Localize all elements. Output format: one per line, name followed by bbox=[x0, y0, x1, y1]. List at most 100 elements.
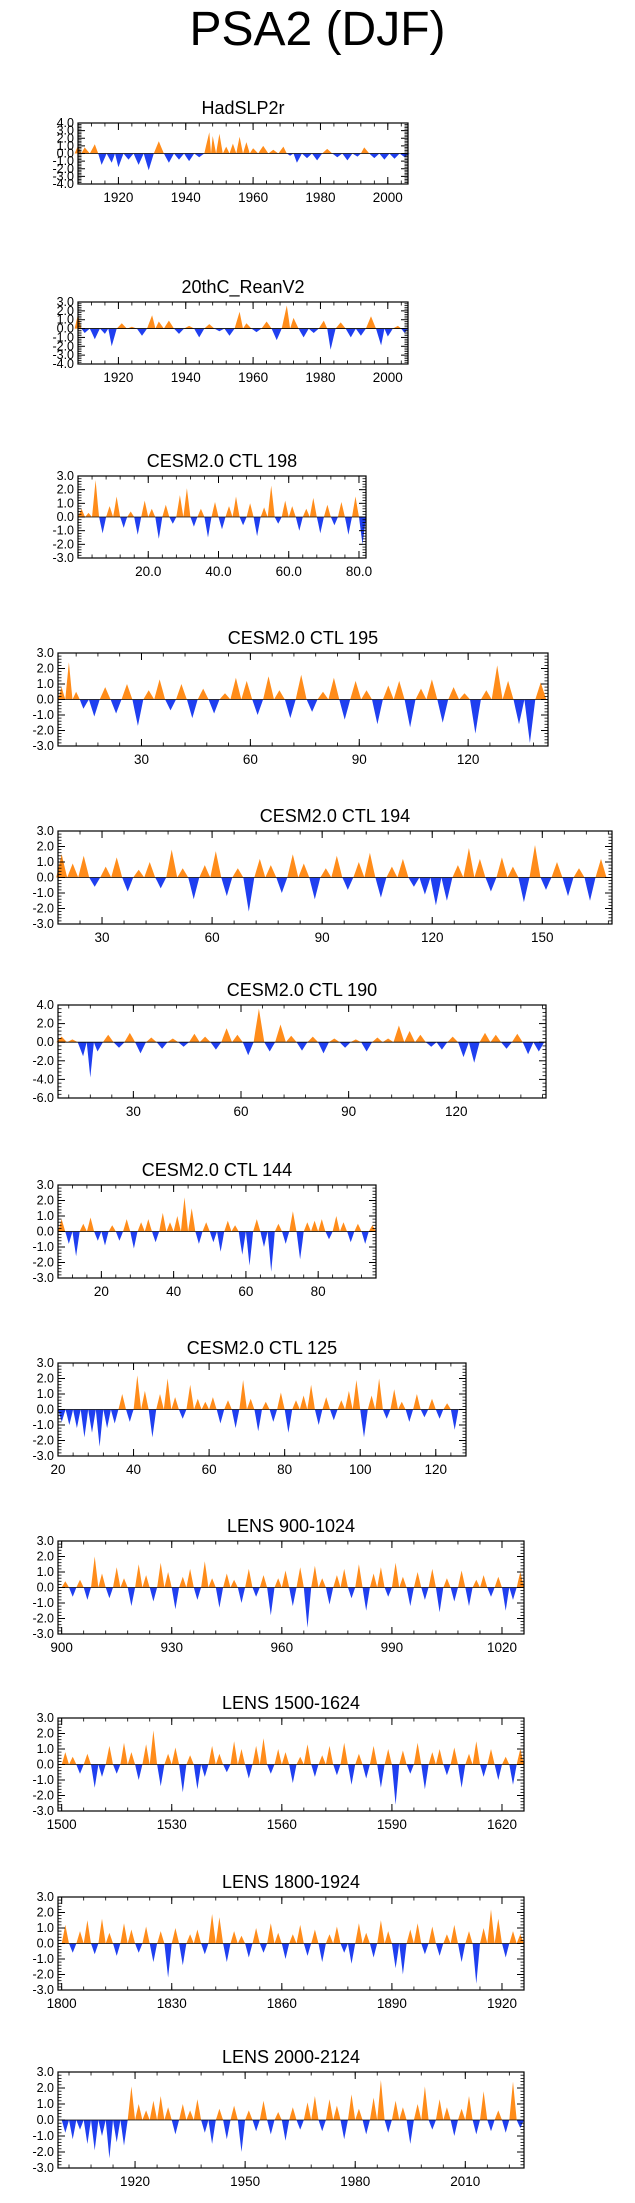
panel-8-ytick-label: -2.0 bbox=[32, 1434, 54, 1448]
panel-5-point bbox=[584, 877, 596, 901]
panel-7-point bbox=[368, 1225, 376, 1232]
panel-6-point bbox=[67, 1039, 78, 1043]
panel-7-point bbox=[231, 1225, 239, 1232]
panel-2-point bbox=[376, 328, 385, 346]
panel-9-point bbox=[303, 1587, 312, 1628]
panel-10-point bbox=[435, 1749, 444, 1765]
panel-1-point bbox=[369, 153, 380, 159]
panel-8-point bbox=[428, 1398, 436, 1410]
panel-12-point bbox=[208, 2120, 216, 2144]
panel-5-xtick-label: 120 bbox=[421, 930, 444, 945]
panel-12-xtick-label: 1920 bbox=[120, 2174, 150, 2189]
panel-5-point bbox=[441, 877, 453, 901]
panel-9-point bbox=[274, 1578, 282, 1588]
panel-12-point bbox=[494, 2110, 502, 2120]
panel-6-ytick-label: -4.0 bbox=[32, 1072, 54, 1086]
panel-3-point bbox=[337, 502, 345, 517]
panel-5-ytick-label: 2.0 bbox=[37, 840, 54, 854]
panel-12-point bbox=[303, 2102, 312, 2120]
panel-9-point bbox=[208, 1578, 216, 1588]
figure-title: PSA2 (DJF) bbox=[189, 3, 446, 56]
panel-4-xtick-label: 60 bbox=[243, 752, 258, 767]
panel-10-point bbox=[149, 1730, 158, 1765]
panel-10-point bbox=[274, 1749, 282, 1765]
panel-2-ytick-label: 0.0 bbox=[57, 322, 74, 336]
panel-8-point bbox=[299, 1395, 308, 1410]
panel-10-point bbox=[502, 1756, 510, 1765]
panel-10-point bbox=[91, 1764, 99, 1788]
panel-9-point bbox=[171, 1587, 180, 1610]
panel-8-xtick-label: 100 bbox=[349, 1462, 372, 1477]
panel-2-ytick-label: 1.0 bbox=[57, 313, 74, 327]
panel-9-point bbox=[487, 1587, 495, 1597]
panel-11-ytick-label: 2.0 bbox=[37, 1906, 54, 1920]
panel-11-point bbox=[355, 1923, 363, 1944]
panel-6-point bbox=[124, 1032, 136, 1043]
panel-11-point bbox=[259, 1943, 268, 1953]
panel-12-ytick-label: 2.0 bbox=[37, 2081, 54, 2095]
panel-12-point bbox=[230, 2105, 238, 2120]
panel-3: CESM2.0 CTL 198 3.02.01.00.0-1.0-2.0-3.0 2… bbox=[52, 451, 372, 579]
panel-4-point bbox=[372, 699, 383, 725]
panel-2-title: 20thC_ReanV2 bbox=[181, 277, 304, 298]
panel-12-point bbox=[69, 2120, 77, 2140]
panel-10-xtick-label: 1590 bbox=[377, 1817, 407, 1832]
panel-8-ytick-label: 0.0 bbox=[37, 1403, 54, 1417]
panel-6-point bbox=[533, 1042, 545, 1052]
panel-4: CESM2.0 CTL 195 3.0 2.01.0 0.0-1.0 -2.0-3.0 3… bbox=[32, 628, 549, 767]
panel-10-point bbox=[296, 1756, 304, 1765]
panel-12-point bbox=[458, 2108, 466, 2120]
panel-6: CESM2.0 CTL 190 4.0 2.0 0.0 -2.0 -4.0 -6.0 30 60… bbox=[32, 980, 547, 1119]
panel-10-point bbox=[171, 1747, 180, 1765]
panel-5-point bbox=[100, 866, 112, 878]
panel-7-ytick-label: 1.0 bbox=[37, 1209, 54, 1223]
panel-3-point bbox=[352, 496, 359, 517]
panel-3-xtick-label: 40.0 bbox=[205, 564, 231, 579]
panel-3-point bbox=[176, 495, 184, 517]
panel-11-ytick-label: -1.0 bbox=[32, 1952, 54, 1966]
panel-3-point bbox=[253, 517, 261, 537]
panel-8-point bbox=[307, 1384, 315, 1410]
panel-4-xtick-label: 30 bbox=[134, 752, 149, 767]
panel-4-ytick-label: -3.0 bbox=[32, 739, 54, 753]
panel-6-point bbox=[490, 1034, 502, 1043]
panel-10-point bbox=[347, 1764, 356, 1785]
panel-2-point bbox=[147, 315, 156, 329]
panel-2-point bbox=[318, 320, 328, 329]
panel-6-point bbox=[393, 1025, 405, 1043]
panel-5-point bbox=[386, 866, 398, 878]
panel-2-ytick-label: -3.0 bbox=[52, 348, 74, 362]
panel-6-point bbox=[339, 1042, 351, 1048]
panel-3-point bbox=[78, 508, 85, 517]
panel-12-point bbox=[480, 2091, 488, 2120]
panel-10-xtick-label: 1530 bbox=[157, 1817, 187, 1832]
panel-10-point bbox=[487, 1749, 495, 1765]
panel-12-ytick-label: -3.0 bbox=[32, 2161, 54, 2175]
panel-1-point bbox=[106, 153, 115, 163]
panel-1-point bbox=[133, 153, 144, 165]
panel-11-title: LENS 1800-1924 bbox=[222, 1872, 360, 1892]
panel-4-point bbox=[415, 688, 427, 700]
panel-5-point bbox=[397, 858, 409, 878]
panel-8-point bbox=[330, 1409, 338, 1421]
panel-4-point bbox=[230, 677, 242, 700]
panel-9-point bbox=[281, 1570, 290, 1588]
panel-1-point bbox=[389, 153, 400, 159]
panel-10-point bbox=[494, 1764, 502, 1780]
panel-4-title: CESM2.0 CTL 195 bbox=[228, 628, 378, 648]
panel-11-point bbox=[296, 1924, 304, 1944]
panel-11-point bbox=[201, 1943, 209, 1955]
panel-10-ytick-label: -2.0 bbox=[32, 1789, 54, 1803]
panel-11-point bbox=[318, 1943, 326, 1963]
panel-6-xtick-label: 60 bbox=[233, 1104, 248, 1119]
panel-11-point bbox=[98, 1918, 106, 1944]
panel-8-point bbox=[246, 1398, 255, 1410]
panel-6-point bbox=[328, 1038, 340, 1043]
panel-8-point bbox=[284, 1409, 293, 1433]
panel-8-point bbox=[73, 1409, 81, 1429]
panel-10-point bbox=[384, 1749, 392, 1765]
panel-4-point bbox=[404, 699, 416, 728]
panel-7-point bbox=[180, 1197, 189, 1232]
panel-10-point bbox=[157, 1764, 165, 1787]
panel-1-point bbox=[184, 153, 195, 162]
